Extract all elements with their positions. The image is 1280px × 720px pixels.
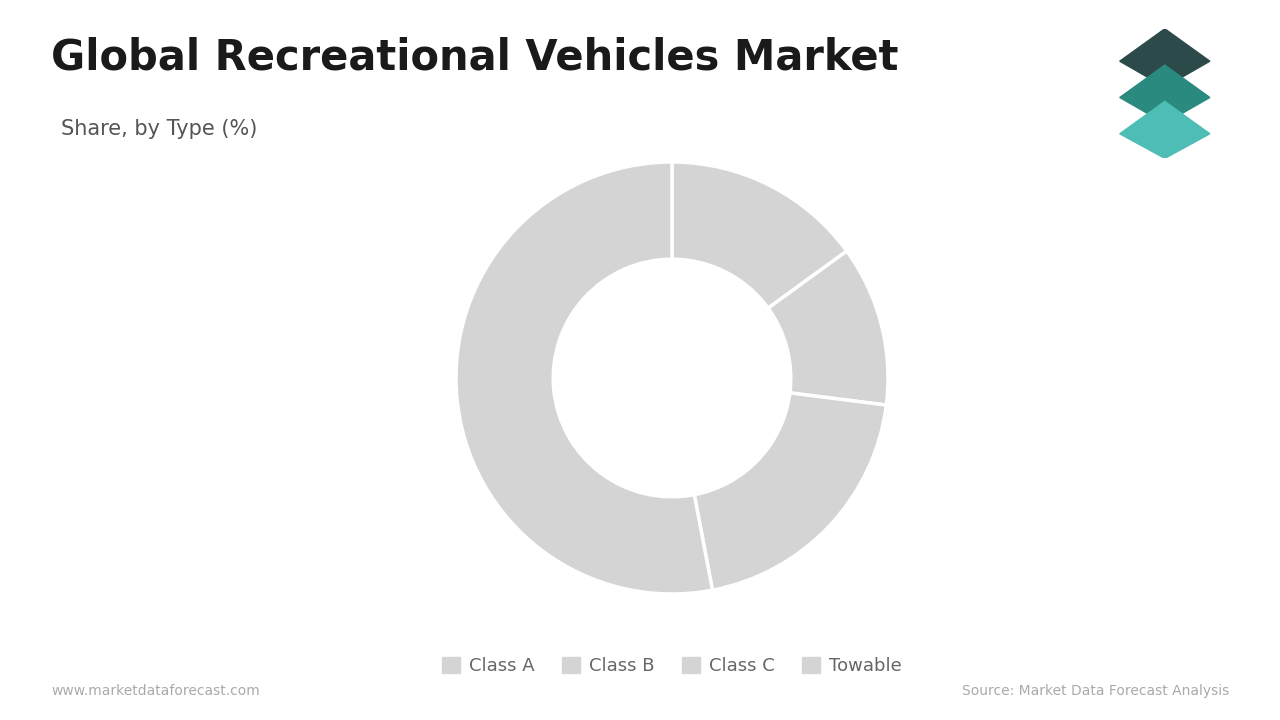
Wedge shape [672, 162, 847, 308]
Wedge shape [456, 162, 713, 594]
Polygon shape [1120, 29, 1210, 87]
Text: www.marketdataforecast.com: www.marketdataforecast.com [51, 685, 260, 698]
Polygon shape [1120, 102, 1210, 158]
Text: Share, by Type (%): Share, by Type (%) [61, 119, 257, 139]
Wedge shape [768, 251, 888, 405]
Legend: Class A, Class B, Class C, Towable: Class A, Class B, Class C, Towable [435, 649, 909, 682]
Text: Source: Market Data Forecast Analysis: Source: Market Data Forecast Analysis [961, 685, 1229, 698]
Text: Global Recreational Vehicles Market: Global Recreational Vehicles Market [51, 36, 899, 78]
Polygon shape [1120, 65, 1210, 123]
Wedge shape [694, 393, 886, 590]
